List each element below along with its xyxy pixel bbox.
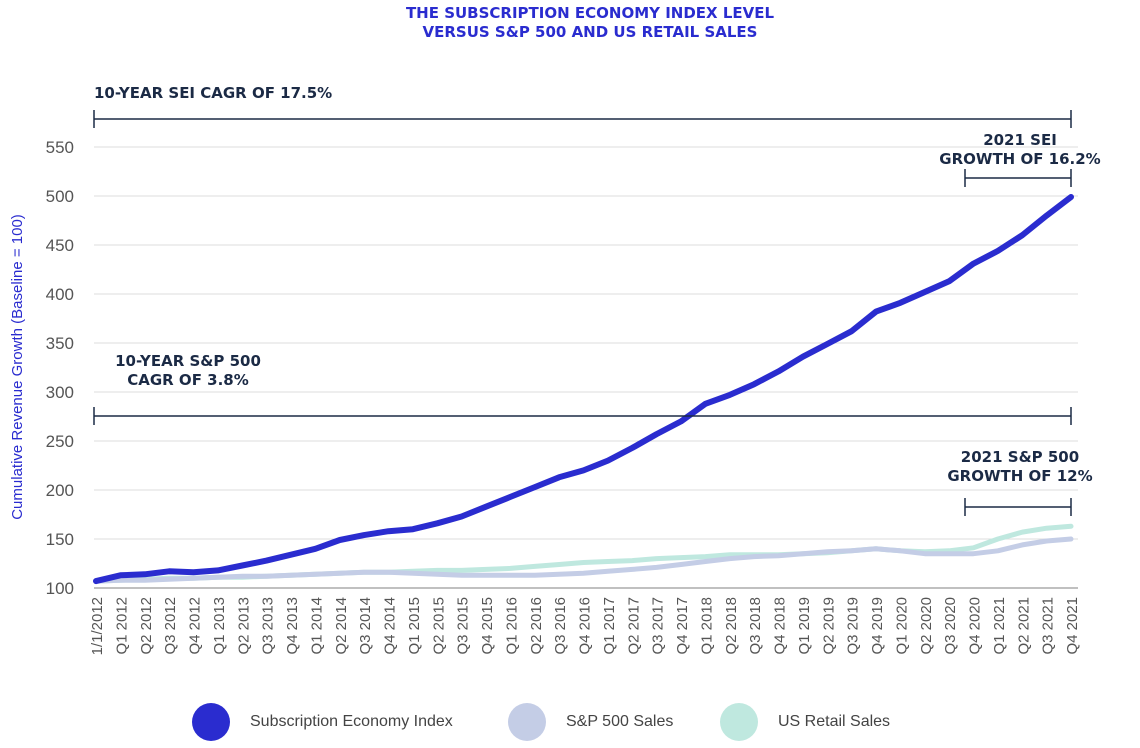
x-tick-label: Q3 2019 — [845, 597, 862, 655]
x-tick-label: Q3 2012 — [162, 597, 179, 655]
legend-swatch-sp500 — [508, 703, 546, 741]
y-tick-label: 500 — [46, 187, 74, 206]
x-tick-label: Q3 2013 — [260, 597, 277, 655]
x-tick-label: Q2 2018 — [723, 597, 740, 655]
annotation-sp500-cagr-line2: CAGR OF 3.8% — [127, 371, 249, 389]
legend-item-retail[interactable]: US Retail Sales — [720, 702, 890, 742]
legend-item-sei[interactable]: Subscription Economy Index — [192, 702, 453, 742]
legend-swatch-sei — [192, 703, 230, 741]
x-tick-label: Q2 2014 — [333, 597, 350, 655]
x-tick-label: Q3 2014 — [357, 597, 374, 655]
x-tick-label: Q4 2013 — [284, 597, 301, 655]
x-tick-label: Q1 2013 — [211, 597, 228, 655]
x-tick-label: Q2 2021 — [1015, 597, 1032, 655]
annotation-sei-2021-line2: GROWTH OF 16.2% — [939, 150, 1100, 168]
chart-subtitle: VERSUS S&P 500 AND US RETAIL SALES — [422, 23, 758, 41]
annotation-sp500-cagr-line1: 10-YEAR S&P 500 — [115, 352, 261, 370]
x-tick-label: 1/1/2012 — [89, 597, 106, 655]
annotation-sp500-2021-line2: GROWTH OF 12% — [947, 467, 1092, 485]
x-tick-label: Q2 2019 — [820, 597, 837, 655]
line-sei — [93, 194, 1074, 585]
x-tick-label: Q1 2018 — [698, 597, 715, 655]
x-tick-label: Q4 2016 — [577, 597, 594, 655]
line-sp500 — [93, 536, 1074, 584]
y-tick-label: 550 — [46, 138, 74, 157]
x-tick-label: Q2 2013 — [235, 597, 252, 655]
legend-swatch-retail — [720, 703, 758, 741]
x-tick-label: Q4 2019 — [869, 597, 886, 655]
x-tick-label: Q4 2014 — [382, 597, 399, 655]
x-tick-label: Q1 2017 — [601, 597, 618, 655]
y-axis-label: Cumulative Revenue Growth (Baseline = 10… — [9, 214, 26, 520]
x-tick-label: Q2 2015 — [430, 597, 447, 655]
legend-item-sp500[interactable]: S&P 500 Sales — [508, 702, 673, 742]
legend-label-retail: US Retail Sales — [778, 713, 891, 730]
x-tick-label: Q3 2015 — [455, 597, 472, 655]
annotation-sp500-2021-line1: 2021 S&P 500 — [961, 448, 1079, 466]
y-tick-label: 200 — [46, 481, 74, 500]
x-tick-label: Q1 2021 — [991, 597, 1008, 655]
legend-label-sei: Subscription Economy Index — [250, 713, 453, 730]
x-tick-label: Q2 2020 — [918, 597, 935, 655]
y-tick-label: 250 — [46, 432, 74, 451]
x-tick-label: Q4 2015 — [479, 597, 496, 655]
x-tick-label: Q4 2012 — [187, 597, 204, 655]
x-tick-label: Q3 2021 — [1040, 597, 1057, 655]
x-tick-label: Q1 2020 — [893, 597, 910, 655]
chart-title: THE SUBSCRIPTION ECONOMY INDEX LEVEL VER… — [0, 4, 1140, 42]
x-tick-label: Q4 2017 — [674, 597, 691, 655]
x-tick-label: Q3 2018 — [747, 597, 764, 655]
x-tick-label: Q3 2016 — [552, 597, 569, 655]
y-tick-label: 400 — [46, 285, 74, 304]
x-tick-label: Q4 2018 — [772, 597, 789, 655]
annotation-sei-cagr-line1: 10-YEAR SEI CAGR OF 17.5% — [94, 84, 332, 102]
x-tick-label: Q4 2020 — [967, 597, 984, 655]
x-tick-label: Q3 2020 — [942, 597, 959, 655]
x-tick-label: Q1 2014 — [308, 597, 325, 655]
chart-title-line1: THE SUBSCRIPTION ECONOMY INDEX LEVEL — [405, 4, 775, 22]
y-tick-label: 100 — [46, 579, 74, 598]
y-tick-label: 350 — [46, 334, 74, 353]
y-tick-label: 450 — [46, 236, 74, 255]
line-chart: 100 150 200 250 300 350 400 450 500 550 Cumulative… — [9, 84, 1101, 655]
legend-label-sp500: S&P 500 Sales — [566, 713, 674, 730]
x-tick-label: Q1 2012 — [113, 597, 130, 655]
y-tick-label: 300 — [46, 383, 74, 402]
chart-legend: Subscription Economy Index S&P 500 Sales… — [0, 702, 1140, 746]
x-tick-label: Q2 2012 — [138, 597, 155, 655]
x-tick-label: Q1 2016 — [503, 597, 520, 655]
x-tick-label: Q3 2017 — [650, 597, 667, 655]
x-tick-label: Q4 2021 — [1064, 597, 1081, 655]
x-tick-label: Q2 2017 — [625, 597, 642, 655]
x-tick-label: Q1 2015 — [406, 597, 423, 655]
y-tick-label: 150 — [46, 530, 74, 549]
annotation-sei-2021-line1: 2021 SEI — [983, 131, 1057, 149]
x-tick-label: Q1 2019 — [796, 597, 813, 655]
x-tick-label: Q2 2016 — [528, 597, 545, 655]
